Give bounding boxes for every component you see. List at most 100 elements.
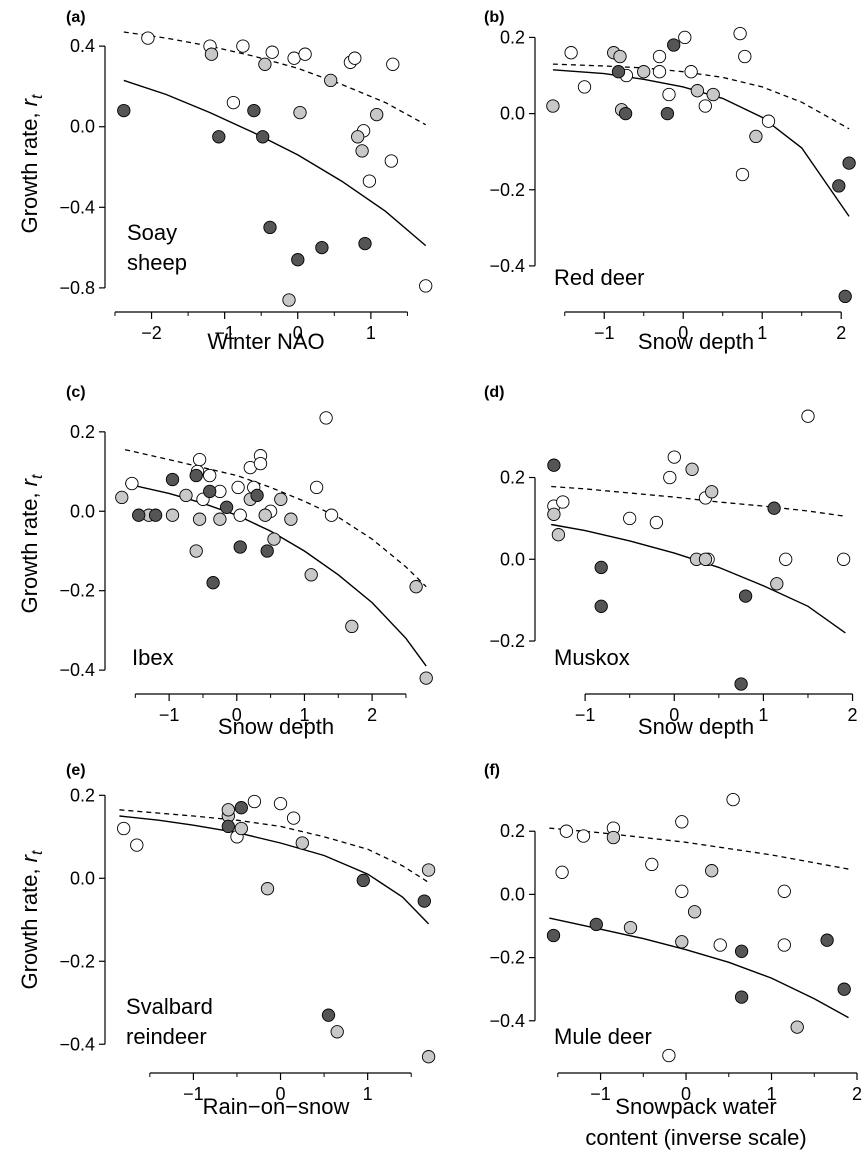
- dashed-fit-line: [551, 485, 846, 517]
- y-tick-label: −0.4: [59, 197, 95, 217]
- data-point-light: [419, 671, 433, 685]
- x-axis: −1 0 1 2: [564, 311, 846, 343]
- species-label: Mule deer: [554, 1024, 652, 1049]
- x-axis-label: Snow depth: [638, 329, 754, 354]
- data-point-white: [130, 838, 144, 852]
- svg-text:Growth rate, rt: Growth rate, rt: [17, 474, 46, 613]
- data-point-white: [125, 476, 139, 491]
- data-point-white: [663, 470, 677, 485]
- data-point-dark: [358, 236, 372, 251]
- panel-c: (c) Growth rate, rt Ibex Snow depth −0.4…: [17, 384, 433, 739]
- data-point-white: [623, 511, 637, 526]
- x-tick-label: 2: [836, 323, 846, 343]
- y-tick-label: −0.2: [489, 948, 525, 968]
- x-axis: −1 0 1: [149, 1072, 412, 1104]
- data-points: [546, 792, 851, 1063]
- x-tick-label: 0: [276, 1084, 286, 1104]
- y-axis-title: Growth rate, rt: [17, 474, 46, 613]
- data-point-dark: [148, 508, 163, 522]
- data-point-dark: [546, 928, 561, 943]
- data-point-light: [192, 512, 207, 526]
- data-point-dark: [263, 220, 277, 235]
- data-point-dark: [734, 990, 749, 1004]
- data-point-white: [233, 508, 247, 522]
- data-point-white: [667, 450, 681, 464]
- data-point-white: [362, 174, 377, 188]
- data-point-light: [705, 485, 719, 499]
- data-point-dark: [738, 589, 753, 603]
- species-label: Ibex: [132, 645, 174, 670]
- data-point-light: [421, 1050, 436, 1064]
- data-point-light: [295, 836, 309, 850]
- data-point-white: [309, 480, 324, 495]
- y-axis-label: Growth rate, rt: [17, 474, 46, 613]
- data-point-white: [735, 167, 750, 182]
- data-point-white: [777, 938, 791, 952]
- data-point-dark: [594, 560, 608, 575]
- x-tick-label: 1: [366, 323, 376, 343]
- data-point-white: [386, 57, 400, 71]
- x-axis: −1 0 1 2: [575, 693, 858, 725]
- data-point-dark: [203, 484, 217, 499]
- data-point-white: [319, 411, 333, 425]
- data-point-dark: [594, 599, 608, 613]
- data-point-white: [726, 792, 740, 807]
- data-point-light: [687, 905, 702, 919]
- data-point-dark: [206, 576, 220, 590]
- data-point-white: [117, 821, 131, 836]
- panel-letter: (d): [484, 384, 504, 401]
- y-axis-label: Growth rate, rt: [17, 850, 46, 989]
- data-point-white: [203, 468, 217, 483]
- data-point-dark: [547, 458, 561, 472]
- y-tick-label: −0.2: [489, 631, 525, 651]
- data-point-light: [705, 864, 719, 878]
- data-point-dark: [117, 103, 131, 118]
- data-point-light: [698, 552, 713, 566]
- data-point-light: [282, 293, 296, 307]
- data-point-white: [298, 47, 312, 61]
- x-axis-label: Snow depth: [218, 714, 334, 739]
- data-point-dark: [767, 501, 781, 515]
- data-point-white: [247, 794, 262, 809]
- data-point-light: [546, 99, 560, 113]
- panel-e: (e) Growth rate, rt Svalbard reindeer Ra…: [17, 762, 436, 1119]
- x-axis-label-line-2: content (inverse scale): [585, 1125, 806, 1150]
- data-point-dark: [212, 130, 226, 144]
- dashed-fit-line: [123, 31, 427, 126]
- x-tick-label: 1: [758, 705, 768, 725]
- x-tick-label: 2: [367, 705, 377, 725]
- y-axis-title: Growth rate, rt: [17, 94, 46, 233]
- y-axis: −0.8 −0.4 0.0 0.4: [59, 36, 106, 298]
- data-point-light: [770, 577, 784, 591]
- x-axis: −1 0 1 2: [134, 693, 407, 725]
- data-point-dark: [189, 468, 203, 483]
- data-point-white: [645, 857, 659, 872]
- data-point-dark: [219, 500, 234, 514]
- data-points: [115, 411, 433, 685]
- panel-f: (f) Mule deer Snowpack water content (in…: [484, 762, 862, 1150]
- data-point-white: [555, 865, 569, 879]
- y-axis: −0.4 −0.2 0.0 0.2: [59, 422, 106, 680]
- data-point-white: [419, 279, 433, 293]
- data-point-light: [409, 580, 423, 594]
- data-point-dark: [256, 130, 270, 144]
- y-tick-label: −0.2: [59, 951, 95, 971]
- y-tick-label: 0.0: [500, 549, 525, 569]
- data-point-light: [189, 544, 203, 558]
- y-tick-label: −0.2: [489, 180, 525, 200]
- data-point-white: [684, 65, 698, 79]
- data-point-light: [685, 462, 699, 476]
- panel-letter: (c): [66, 384, 86, 401]
- data-point-light: [284, 512, 298, 526]
- y-tick-label: −0.2: [59, 581, 95, 601]
- x-axis-label: Snow depth: [638, 714, 754, 739]
- x-axis-label: Winter NAO: [207, 329, 324, 354]
- dashed-fit-line: [549, 827, 849, 870]
- data-point-light: [234, 821, 248, 836]
- data-point-dark: [734, 677, 748, 691]
- species-label-line-1: Soay: [127, 220, 177, 245]
- data-point-white: [662, 87, 676, 102]
- data-point-white: [559, 824, 574, 838]
- data-point-light: [749, 129, 763, 144]
- data-point-dark: [589, 917, 603, 932]
